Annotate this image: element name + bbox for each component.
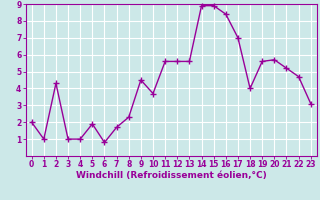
X-axis label: Windchill (Refroidissement éolien,°C): Windchill (Refroidissement éolien,°C) [76,171,267,180]
